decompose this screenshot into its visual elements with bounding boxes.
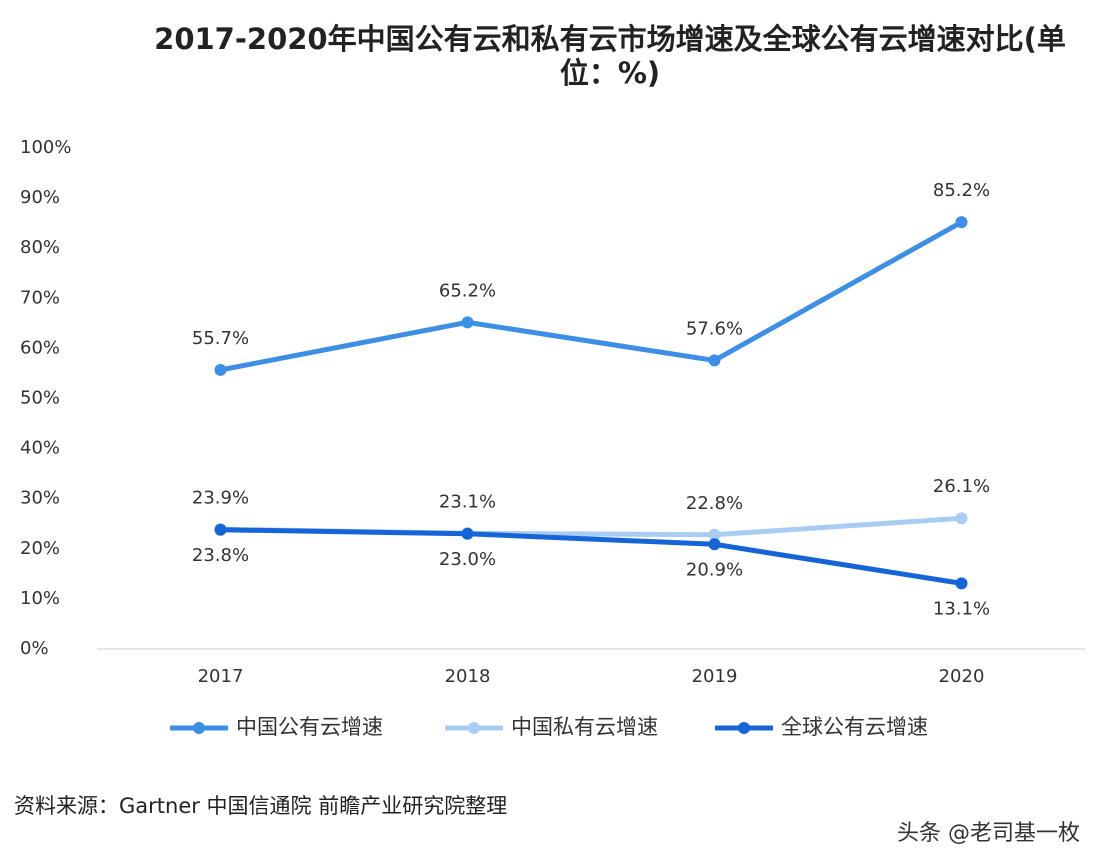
legend-label: 全球公有云增速 [781, 715, 928, 739]
y-tick-label: 10% [20, 588, 60, 609]
data-label: 23.8% [192, 545, 249, 566]
data-point [461, 316, 474, 329]
series-line [220, 219, 963, 373]
y-tick-label: 60% [20, 337, 60, 358]
data-point [214, 523, 227, 536]
y-tick-label: 80% [20, 237, 60, 258]
y-tick-label: 50% [20, 388, 60, 409]
x-tick-label: 2020 [939, 666, 985, 687]
y-tick-label: 30% [20, 488, 60, 509]
y-tick-label: 90% [20, 187, 60, 208]
legend-marker [468, 722, 480, 734]
y-tick-label: 100% [20, 137, 71, 158]
data-label: 20.9% [686, 559, 743, 580]
data-label: 65.2% [439, 280, 496, 301]
y-tick-label: 20% [20, 538, 60, 559]
data-label: 23.9% [192, 487, 249, 508]
data-point [708, 354, 721, 367]
data-label: 55.7% [192, 328, 249, 349]
data-label: 57.6% [686, 318, 743, 339]
y-tick-label: 70% [20, 287, 60, 308]
x-tick-label: 2017 [198, 666, 244, 687]
data-point [955, 216, 968, 229]
data-point [955, 577, 968, 590]
data-point [214, 363, 227, 376]
chart-title: 2017-2020年中国公有云和私有云市场增速及全球公有云增速对比(单位：%) [154, 22, 1066, 90]
data-point [708, 538, 721, 551]
watermark: 头条 @老司基一枚 [897, 821, 1080, 846]
source-note: 资料来源：Gartner 中国信通院 前瞻产业研究院整理 [14, 794, 508, 818]
data-label: 85.2% [933, 180, 990, 201]
legend-marker [193, 722, 205, 734]
data-label: 22.8% [686, 493, 743, 514]
series-line [220, 527, 962, 586]
legend-label: 中国公有云增速 [236, 715, 383, 739]
data-point [461, 527, 474, 540]
x-tick-label: 2019 [692, 666, 738, 687]
data-label: 26.1% [933, 476, 990, 497]
y-tick-label: 0% [20, 638, 49, 659]
data-point [708, 528, 721, 541]
data-label: 23.0% [439, 549, 496, 570]
data-point [955, 512, 968, 525]
legend-marker [738, 722, 750, 734]
legend-label: 中国私有云增速 [511, 715, 658, 739]
data-label: 13.1% [933, 598, 990, 619]
data-label: 23.1% [439, 491, 496, 512]
y-tick-label: 40% [20, 438, 60, 459]
x-tick-label: 2018 [445, 666, 491, 687]
